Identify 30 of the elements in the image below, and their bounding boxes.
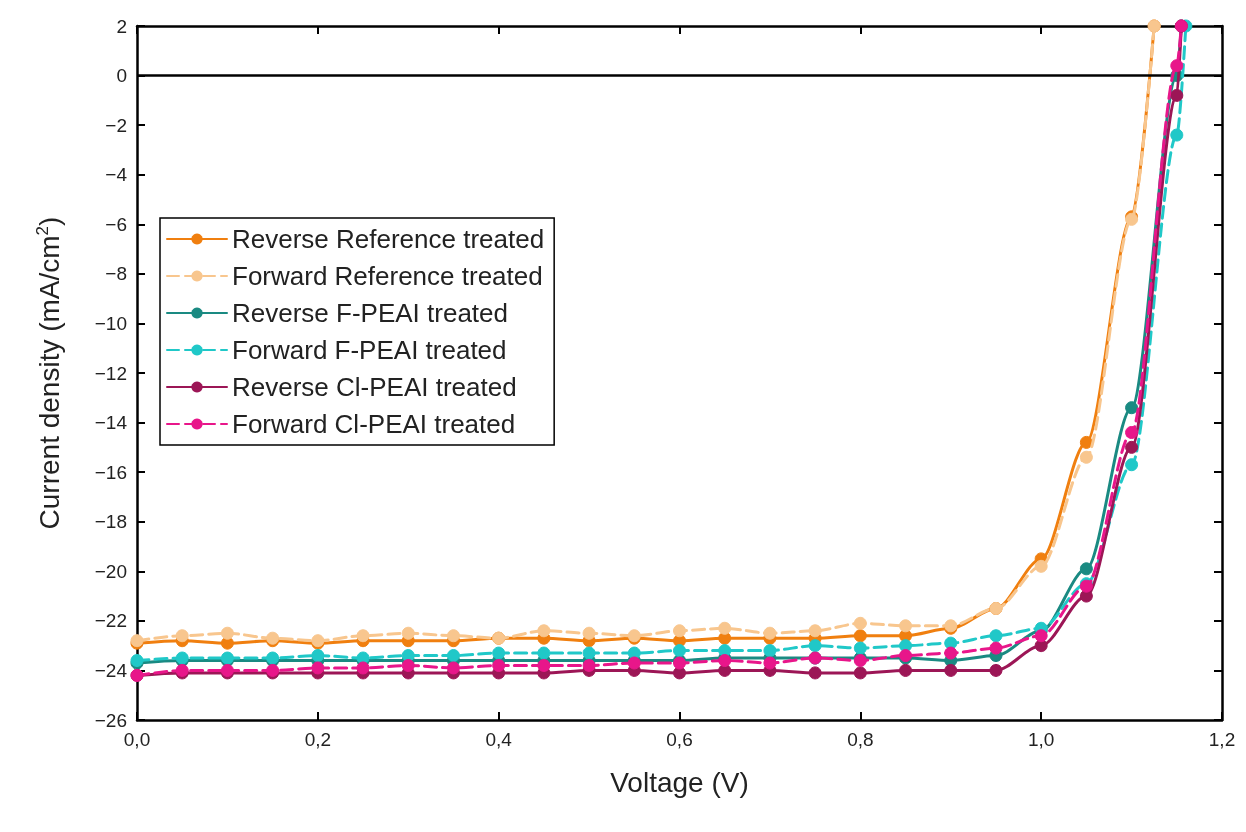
legend-label: Reverse Cl-PEAI treated	[232, 372, 517, 402]
y-tick-label: −26	[94, 709, 127, 731]
legend-label: Reverse F-PEAI treated	[232, 298, 508, 328]
x-tick-label: 0,2	[304, 729, 332, 750]
y-tick-label: −12	[94, 362, 127, 384]
y-tick-label: 2	[116, 15, 127, 37]
legend-label: Reverse Reference treated	[232, 224, 545, 254]
x-axis-title: Voltage (V)	[610, 766, 749, 798]
y-tick-label: −14	[94, 412, 128, 434]
y-tick-label: −10	[94, 312, 127, 334]
x-tick-label: 1,2	[1208, 729, 1236, 750]
y-tick-label: −4	[105, 164, 128, 186]
legend-label: Forward Reference treated	[232, 261, 543, 291]
y-tick-label: −22	[94, 610, 127, 632]
x-tick-label: 0,8	[847, 729, 874, 750]
x-tick-label: 0,6	[666, 729, 693, 750]
y-tick-label: −16	[94, 461, 127, 483]
x-tick-label: 0,4	[485, 729, 513, 750]
y-tick-label: −6	[105, 213, 127, 235]
x-tick-label: 0,0	[123, 729, 151, 750]
legend-label: Forward F-PEAI treated	[232, 335, 507, 365]
y-tick-label: −24	[94, 659, 128, 681]
y-axis-title: Current density (mA/cm2)	[33, 216, 65, 530]
y-tick-label: −8	[105, 263, 127, 285]
y-tick-label: −20	[94, 560, 127, 582]
legend-label: Forward Cl-PEAI treated	[232, 409, 516, 439]
y-tick-label: −18	[94, 511, 127, 533]
y-tick-label: 0	[116, 65, 127, 87]
x-tick-label: 1,0	[1027, 729, 1055, 750]
y-tick-label: −2	[105, 114, 127, 136]
